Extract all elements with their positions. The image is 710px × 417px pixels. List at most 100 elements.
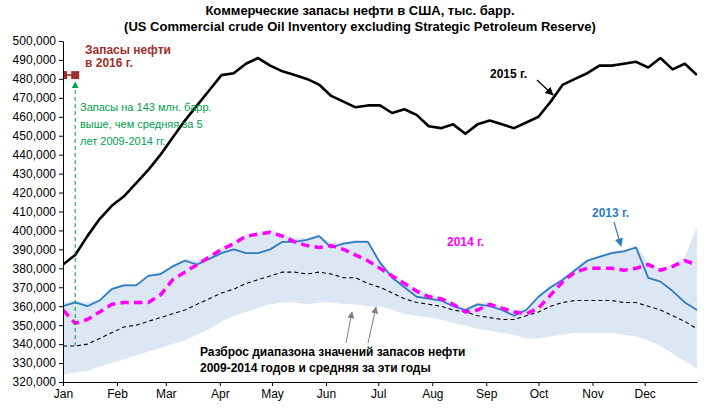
y-tick: 380,000	[13, 262, 63, 276]
y-tick: 450,000	[13, 129, 63, 143]
y-tick-mark	[59, 98, 63, 99]
y-tick-mark	[59, 287, 63, 288]
y-tick-label: 320,000	[13, 375, 57, 389]
series-label: 2013 г.	[592, 206, 629, 220]
series-label: Запасы нефтив 2016 г.	[85, 43, 171, 70]
y-tick: 440,000	[13, 148, 63, 162]
x-tick: Apr	[211, 382, 230, 401]
x-tick-label: Jan	[54, 387, 73, 401]
y-tick-label: 480,000	[13, 72, 57, 86]
x-tick-label: May	[261, 387, 284, 401]
background	[0, 0, 710, 417]
series-line	[63, 58, 697, 264]
y-tick-mark	[59, 382, 63, 383]
y-tick-mark	[59, 174, 63, 175]
annotation-line: Запасы на 143 млн. барр.	[80, 101, 212, 113]
y-axis: 320,000 330,000 340,000 350,000 360,000 370,0…	[13, 34, 64, 389]
y-tick: 500,000	[13, 34, 63, 48]
x-tick-mark	[326, 382, 327, 386]
series-label-line: 2014 г.	[447, 235, 484, 249]
x-axis: JanFebMarAprMayJunJulAugSepOctNovDec	[54, 382, 698, 401]
range-band	[63, 227, 697, 375]
x-tick: Aug	[422, 382, 443, 401]
annotation-line: Разброс диапазона значений запасов нефти	[200, 345, 465, 359]
x-tick-mark	[63, 382, 64, 386]
y-tick-label: 410,000	[13, 205, 57, 219]
y-tick: 400,000	[13, 224, 63, 238]
x-tick-label: Sep	[476, 387, 498, 401]
x-tick-mark	[272, 382, 273, 386]
annotation-line: выше, чем средняя за 5	[80, 118, 203, 130]
y-tick: 490,000	[13, 53, 63, 67]
y-axis-line	[63, 42, 64, 383]
series-label-line: 2013 г.	[592, 206, 629, 220]
chart-container: Коммерческие запасы нефти в США, тыс. ба…	[0, 0, 710, 417]
y-tick: 470,000	[13, 91, 63, 105]
y-tick-mark	[59, 117, 63, 118]
x-tick-label: Apr	[211, 387, 230, 401]
x-tick-mark	[117, 382, 118, 386]
x-tick-mark	[593, 382, 594, 386]
x-tick-mark	[486, 382, 487, 386]
y-tick-label: 360,000	[13, 300, 57, 314]
y-tick: 460,000	[13, 110, 63, 124]
y-tick: 330,000	[13, 356, 63, 370]
y-tick-label: 460,000	[13, 110, 57, 124]
y-tick: 370,000	[13, 281, 63, 295]
x-tick: May	[261, 382, 284, 401]
x-tick: Feb	[107, 382, 128, 401]
x-tick: Nov	[582, 382, 603, 401]
y-tick-mark	[59, 268, 63, 269]
x-tick-label: Oct	[530, 387, 549, 401]
x-tick-label: Aug	[422, 387, 443, 401]
x-tick: Mar	[156, 382, 177, 401]
y-tick-label: 440,000	[13, 148, 57, 162]
annotation-pointer	[368, 307, 376, 343]
x-tick: Jul	[371, 382, 386, 401]
y-tick-label: 450,000	[13, 129, 57, 143]
y-tick-mark	[59, 230, 63, 231]
y-tick-label: 390,000	[13, 243, 57, 257]
y-tick-mark	[59, 212, 63, 213]
x-tick-mark	[378, 382, 379, 386]
series-marker	[71, 71, 79, 79]
y-tick: 360,000	[13, 300, 63, 314]
y-tick-mark	[59, 249, 63, 250]
x-tick-label: Mar	[156, 387, 177, 401]
y-tick-mark	[59, 344, 63, 345]
annotation-line: лет 2009-2014 гг.	[80, 135, 166, 147]
subtitle: (US Commercial crude Oil Inventory exclu…	[124, 19, 596, 34]
x-tick-label: Jun	[317, 387, 336, 401]
y-tick-mark	[59, 136, 63, 137]
y-tick-mark	[59, 193, 63, 194]
y-tick-mark	[59, 41, 63, 42]
series-label-line: 2015 г.	[490, 67, 527, 81]
y-tick: 350,000	[13, 319, 63, 333]
y-tick-mark	[59, 306, 63, 307]
y-tick-label: 490,000	[13, 53, 57, 67]
series-line	[63, 236, 697, 316]
series-label: 2015 г.	[490, 67, 527, 81]
y-tick: 340,000	[13, 337, 63, 351]
y-tick-label: 400,000	[13, 224, 57, 238]
y-tick-label: 500,000	[13, 34, 57, 48]
y-tick-label: 370,000	[13, 281, 57, 295]
x-tick: Oct	[530, 382, 549, 401]
label-pointer	[614, 222, 621, 246]
series-label-line: Запасы нефти	[85, 43, 171, 57]
annotation: Запасы на 143 млн. барр. выше, чем средня…	[80, 101, 212, 147]
x-tick: Jan	[54, 382, 73, 401]
x-axis-line	[64, 382, 698, 383]
y-tick-label: 350,000	[13, 319, 57, 333]
series-line	[63, 232, 697, 323]
y-tick-label: 430,000	[13, 167, 57, 181]
y-tick-mark	[59, 363, 63, 364]
y-tick-label: 470,000	[13, 91, 57, 105]
x-tick-label: Feb	[107, 387, 128, 401]
annotation: Разброс диапазона значений запасов нефти…	[200, 345, 465, 375]
y-tick-label: 340,000	[13, 337, 57, 351]
y-tick-label: 330,000	[13, 356, 57, 370]
series-line	[63, 272, 697, 346]
y-tick-mark	[59, 79, 63, 80]
y-tick-label: 380,000	[13, 262, 57, 276]
